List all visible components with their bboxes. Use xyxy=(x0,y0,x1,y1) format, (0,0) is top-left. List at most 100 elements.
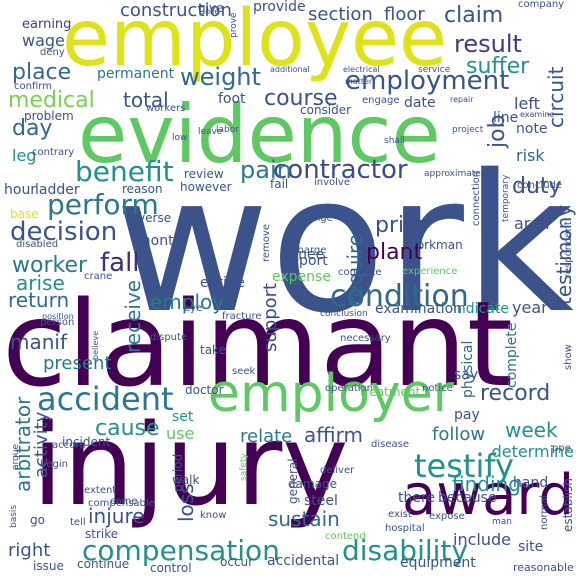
word-strike: strike xyxy=(85,527,119,541)
word-weight: weight xyxy=(180,63,261,91)
word-accidental: accidental xyxy=(267,553,340,569)
word-complete: complete xyxy=(504,322,520,388)
word-doctor: doctor xyxy=(185,383,224,397)
word-reason: reason xyxy=(122,182,163,196)
word-support: support xyxy=(260,282,281,352)
word-approximately: approximately xyxy=(424,169,489,179)
word-receive: receive xyxy=(121,279,145,353)
word-go: go xyxy=(30,513,45,527)
word-steel: steel xyxy=(304,493,338,509)
word-physical: physical xyxy=(460,340,476,398)
word-operation: operation xyxy=(325,383,374,394)
word-extent: extent xyxy=(84,485,117,496)
word-present: present xyxy=(43,353,112,374)
word-deliver: deliver xyxy=(320,465,355,476)
word-hand: hand xyxy=(513,475,549,491)
word-indicate: indicate xyxy=(453,301,509,317)
word-treatment: treatment xyxy=(360,385,421,399)
word-prove: prove xyxy=(229,12,239,38)
word-engage: engage xyxy=(362,95,400,106)
word-base: base xyxy=(10,207,39,221)
word-follow: follow xyxy=(432,424,486,445)
word-wage: wage xyxy=(22,31,65,50)
word-report: report xyxy=(285,253,328,269)
word-issue: issue xyxy=(33,559,64,573)
word-know: know xyxy=(200,510,227,521)
word-condition: condition xyxy=(330,279,469,314)
word-experience: experience xyxy=(402,266,458,277)
word-fracture: fracture xyxy=(222,311,262,322)
word-labor: labor xyxy=(216,125,239,135)
word-decision: decision xyxy=(10,217,118,247)
word-employee: employee xyxy=(62,0,448,84)
word-testify: testify xyxy=(414,447,514,485)
word-tell: tell xyxy=(70,517,86,528)
word-problem: problem xyxy=(24,109,74,123)
word-repair: repair xyxy=(450,95,474,104)
word-compensable: compensable xyxy=(88,498,155,509)
word-fail: fail xyxy=(270,177,289,191)
word-reverse: reverse xyxy=(126,211,172,225)
word-line: line xyxy=(493,110,519,126)
word-believe: believe xyxy=(91,330,100,360)
word-result: result xyxy=(454,30,522,58)
word-compensation: compensation xyxy=(82,534,280,567)
word-temporary: temporary xyxy=(501,174,511,222)
word-conclude: conclude xyxy=(517,180,563,191)
word-plant: plant xyxy=(366,240,423,265)
word-work: work xyxy=(114,134,574,355)
word-show: show xyxy=(563,344,574,370)
word-take: take xyxy=(200,343,226,357)
word-remove: remove xyxy=(261,224,272,262)
word-additional: additional xyxy=(270,65,310,74)
word-evidence: evidence xyxy=(78,88,441,181)
word-confirm: confirm xyxy=(14,81,52,92)
word-contrary: contrary xyxy=(32,147,75,158)
word-construction: construction xyxy=(120,0,232,21)
word-leg: leg xyxy=(12,146,37,165)
word-incident: incident xyxy=(62,435,111,449)
word-seek: seek xyxy=(232,366,256,377)
word-contend: contend xyxy=(325,531,366,542)
word-provide: provide xyxy=(253,0,306,15)
word-workman: workman xyxy=(407,238,463,252)
word-accord: accord xyxy=(52,440,86,451)
word-area: area xyxy=(514,214,550,233)
word-worker: worker xyxy=(12,253,88,278)
word-connection: connection xyxy=(471,170,482,226)
word-general: general xyxy=(286,458,300,504)
word-however: however xyxy=(180,180,232,194)
word-man: man xyxy=(492,517,512,527)
word-low: low xyxy=(172,133,188,143)
word-arise: arise xyxy=(16,271,65,295)
word-electrical: electrical xyxy=(343,65,380,74)
word-project: project xyxy=(452,125,484,135)
word-contractor: contractor xyxy=(273,155,408,185)
word-accident: accident xyxy=(37,380,174,418)
word-record: record xyxy=(480,381,551,406)
word-relate: relate xyxy=(240,426,293,447)
word-claimant: claimant xyxy=(2,275,514,413)
word-affirm: affirm xyxy=(304,423,363,447)
word-fall: fall xyxy=(100,248,140,278)
word-respondent: respondent xyxy=(563,221,574,278)
word-pain: pain xyxy=(240,156,292,184)
word-month: month xyxy=(137,233,183,249)
word-matter: matter xyxy=(345,77,373,86)
word-award: award xyxy=(401,463,574,528)
word-entitle: entitle xyxy=(200,275,245,291)
word-pay: pay xyxy=(454,407,480,423)
word-crane: crane xyxy=(84,271,113,282)
word-place: place xyxy=(12,60,72,85)
word-service: service xyxy=(418,65,451,75)
word-dispute: dispute xyxy=(150,332,188,343)
word-give: give xyxy=(198,1,224,15)
word-there: there xyxy=(398,490,436,506)
word-cause: cause xyxy=(95,416,160,441)
word-reasonable: reasonable xyxy=(513,561,574,574)
word-concrete: concrete xyxy=(338,267,382,278)
word-ppe: ppe xyxy=(552,443,571,454)
word-date: date xyxy=(404,95,436,111)
word-basis: basis xyxy=(9,504,19,528)
word-charge: charge xyxy=(292,245,327,256)
